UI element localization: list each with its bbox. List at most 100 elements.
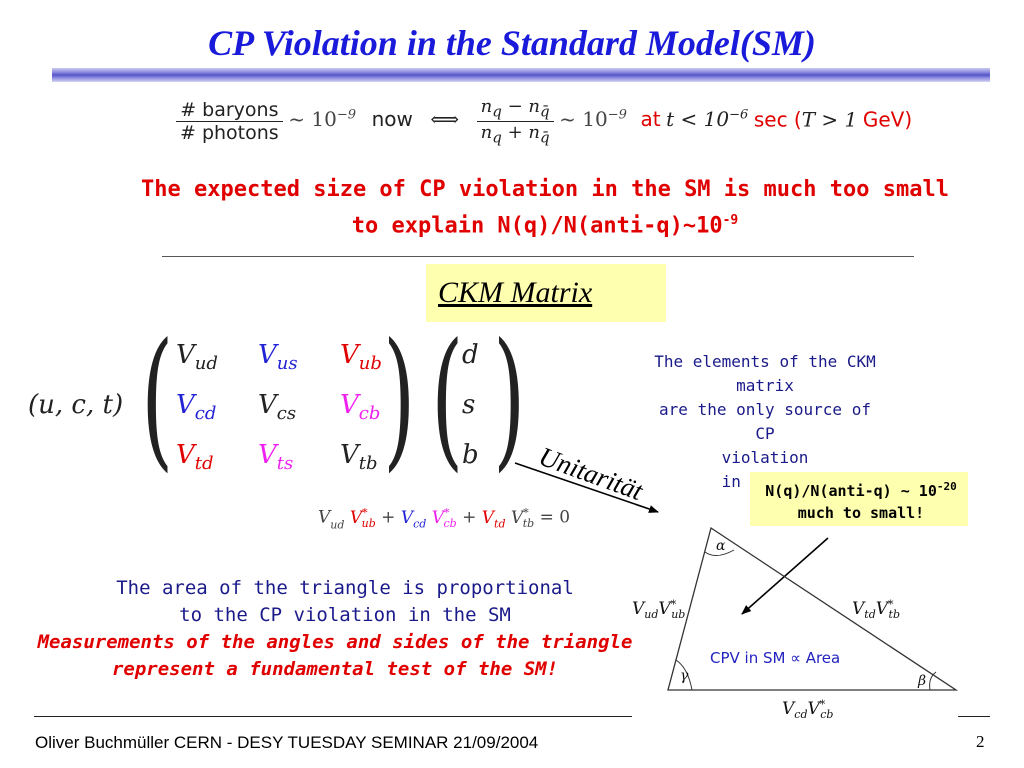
ckm-element-ud-v: V — [176, 340, 195, 370]
column-vector-dsb: d s b — [462, 340, 492, 490]
ratio-line-1: N(q)/N(anti-q) ~ 10-20 — [726, 476, 996, 502]
row-vector-uct: (u, c, t) — [28, 390, 124, 420]
tr-s1: td — [864, 608, 876, 621]
n-4: n — [528, 121, 540, 143]
u-t4p: * — [443, 506, 450, 519]
triangle-bottom-side-label: VcdV*cb — [782, 698, 833, 721]
triangle-center-label: CPV in SM ∝ Area — [710, 649, 841, 667]
nq-denominator: nq + nq̄ — [477, 122, 554, 147]
warning-exponent: -9 — [722, 213, 739, 228]
ckm-element-tb-v: V — [340, 440, 359, 470]
tl-p: * — [670, 598, 677, 611]
u-t5: V — [481, 507, 495, 528]
ckm-element-td-sub: td — [194, 453, 214, 474]
exp-2: −9 — [607, 107, 627, 123]
sim-ten-2: ~ 10−9 — [559, 107, 627, 131]
iff-symbol: ⟺ — [430, 107, 460, 132]
sec-label: sec ( — [753, 107, 802, 132]
tr-v2: V — [875, 599, 889, 619]
sim-ten-2-text: ~ 10 — [559, 107, 608, 132]
minus: − — [501, 96, 529, 117]
gamma-label: γ — [680, 668, 689, 684]
ratio-box — [750, 472, 968, 526]
ckm-matrix-label: CKM Matrix — [438, 276, 593, 309]
elements-line-3: are the only source of CP — [659, 400, 871, 443]
ckm-element-cb-v: V — [340, 390, 359, 420]
page-number: 2 — [976, 732, 985, 751]
column-b: b — [462, 440, 479, 470]
measurements-line-2: represent a fundamental test of the SM! — [111, 658, 559, 680]
area-line-1: The area of the triangle is proportional — [116, 577, 574, 599]
matrix-left-paren: ( — [141, 312, 174, 486]
ckm-element-cd-sub: cd — [194, 403, 217, 424]
at-label: at — [640, 107, 661, 132]
tb-s2: cb — [820, 708, 834, 721]
q-1: q — [492, 102, 502, 121]
u-plus-1: + — [381, 507, 396, 528]
u-equals-zero: = 0 — [539, 507, 571, 528]
gev-label: GeV) — [862, 107, 913, 132]
ckm-element-cs-sub: cs — [276, 403, 297, 424]
column-s: s — [462, 390, 476, 420]
ckm-matrix-cells: Vud Vus Vub Vcd Vcs Vcb Vtd Vts Vtb — [176, 340, 396, 480]
ratio-line-1-text: N(q)/N(anti-q) ~ 10 — [765, 482, 937, 500]
nq-numerator: nq − nq̄ — [476, 96, 554, 122]
ckm-element-ud: Vud — [176, 340, 218, 374]
tb-s1: cd — [794, 708, 808, 721]
ckm-element-tb-sub: tb — [358, 453, 378, 474]
tl-s1: ud — [644, 608, 659, 621]
warning-line-1: The expected size of CP violation in the… — [141, 177, 949, 202]
footer-rule-right — [958, 716, 990, 717]
ckm-element-ud-sub: ud — [194, 353, 218, 374]
photons-label: # photons — [180, 121, 279, 144]
warning-line-2-text: to explain N(q)/N(anti-q)~10 — [351, 213, 723, 239]
q-2: q — [492, 128, 502, 147]
tr-v1: V — [852, 599, 865, 619]
baryons-label: # baryons — [176, 99, 283, 122]
alpha-label: α — [716, 538, 726, 554]
measurements-line-1: Measurements of the angles and sides of … — [37, 631, 633, 653]
ckm-element-cs: Vcs — [258, 390, 296, 424]
ckm-element-cb: Vcb — [340, 390, 380, 424]
triangle-right-side-label: VtdV*tb — [852, 598, 900, 621]
elements-line-4: violation — [721, 448, 809, 467]
sim-ten-1-text: ~ 10 — [288, 107, 337, 132]
ratio-line-2: much to small! — [797, 504, 925, 522]
u-plus-2: + — [462, 507, 477, 528]
footer-text: Oliver Buchmüller CERN - DESY TUESDAY SE… — [35, 733, 539, 752]
exp-3: −6 — [729, 107, 749, 123]
u-t5s: td — [494, 517, 506, 531]
title-underline-bar — [52, 68, 990, 82]
ckm-element-ub: Vub — [340, 340, 382, 374]
tb-p: * — [819, 698, 826, 711]
T-greater: T > 1 — [801, 107, 858, 132]
baryons-photons-fraction: # baryons # photons — [176, 99, 283, 144]
qbar-2: q̄ — [539, 128, 550, 147]
u-t3: V — [400, 507, 414, 528]
elements-line-1: The elements of the CKM — [654, 352, 876, 371]
baryon-asymmetry-equation: # baryons # photons ~ 10−9 now ⟺ nq − nq… — [176, 96, 912, 146]
area-line-2: to the CP violation in the SM — [179, 604, 511, 626]
ckm-element-us-sub: us — [276, 353, 298, 374]
tl-s2: ub — [671, 608, 686, 621]
unitarity-triangle — [667, 526, 959, 691]
unitarity-relation: Vud V*ub + Vcd V*cb + Vtd V*tb = 0 — [318, 506, 570, 532]
n-2: n — [528, 96, 540, 117]
ckm-element-ub-sub: ub — [358, 353, 382, 374]
cp-size-warning: The expected size of CP violation in the… — [0, 174, 1024, 241]
triangle-area-note: The area of the triangle is proportional… — [0, 575, 690, 629]
t-less-than: t < 10−6 — [666, 107, 748, 131]
ckm-element-cs-v: V — [258, 390, 277, 420]
alpha-arc — [704, 549, 735, 556]
ckm-element-tb: Vtb — [340, 440, 378, 474]
slide-title: CP Violation in the Standard Model(SM) — [208, 23, 816, 63]
ckm-element-td-v: V — [176, 440, 195, 470]
tb-v2: V — [807, 699, 820, 719]
plus: + — [501, 121, 529, 143]
measurements-note: Measurements of the angles and sides of … — [0, 629, 680, 683]
u-t2p: * — [362, 506, 368, 519]
divider-line — [162, 256, 914, 257]
tl-v1: V — [632, 599, 645, 619]
ckm-element-cd-v: V — [176, 390, 195, 420]
